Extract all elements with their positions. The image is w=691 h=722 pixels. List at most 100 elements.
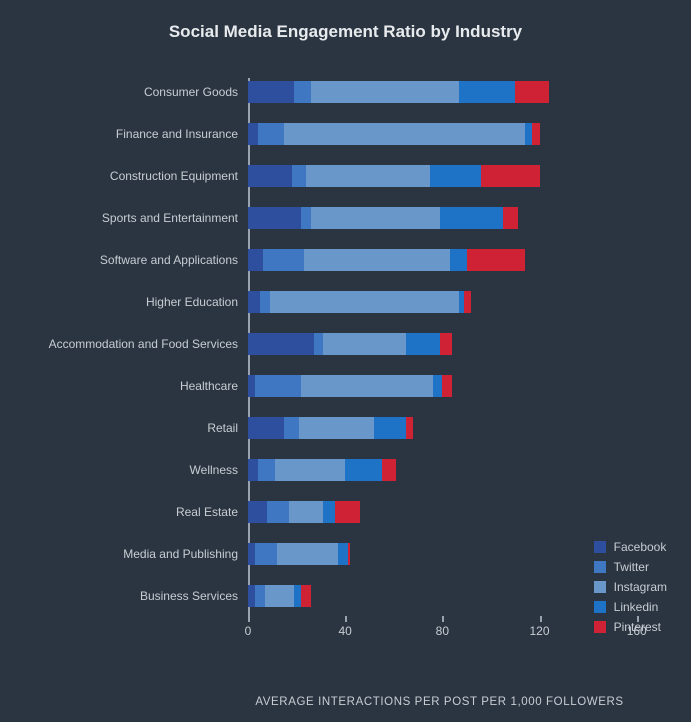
- bar-segment-twitter: [263, 249, 304, 271]
- category-label: Software and Applications: [30, 253, 248, 267]
- bar-segment-facebook: [248, 585, 255, 607]
- bar-segment-pinterest: [301, 585, 311, 607]
- chart-title: Social Media Engagement Ratio by Industr…: [30, 22, 661, 42]
- category-label: Real Estate: [30, 505, 248, 519]
- bar-track: [248, 459, 661, 481]
- category-label: Media and Publishing: [30, 547, 248, 561]
- bar-segment-pinterest: [442, 375, 452, 397]
- legend-swatch: [594, 561, 606, 573]
- bar-segment-pinterest: [503, 207, 518, 229]
- bar-segment-pinterest: [464, 291, 471, 313]
- bar-segment-facebook: [248, 291, 260, 313]
- bar-segment-facebook: [248, 501, 267, 523]
- legend-item-instagram: Instagram: [594, 580, 667, 594]
- bar-segment-twitter: [255, 543, 277, 565]
- bar-track: [248, 417, 661, 439]
- bar-segment-instagram: [306, 165, 430, 187]
- bar-segment-facebook: [248, 207, 301, 229]
- legend-label: Pinterest: [614, 620, 661, 634]
- bar-segment-facebook: [248, 543, 255, 565]
- legend-label: Linkedin: [614, 600, 659, 614]
- x-axis-title: AVERAGE INTERACTIONS PER POST PER 1,000 …: [218, 696, 661, 708]
- x-tick: [540, 616, 542, 622]
- bar-segment-facebook: [248, 123, 258, 145]
- bar-row: Finance and Insurance: [30, 120, 661, 148]
- bar-track: [248, 207, 661, 229]
- category-label: Sports and Entertainment: [30, 211, 248, 225]
- legend-label: Twitter: [614, 560, 649, 574]
- bar-segment-linkedin: [338, 543, 348, 565]
- bar-segment-instagram: [304, 249, 450, 271]
- category-label: Business Services: [30, 589, 248, 603]
- bar-segment-twitter: [258, 459, 275, 481]
- legend-swatch: [594, 601, 606, 613]
- bar-segment-twitter: [314, 333, 324, 355]
- bar-track: [248, 123, 661, 145]
- legend-item-pinterest: Pinterest: [594, 620, 667, 634]
- bar-track: [248, 165, 661, 187]
- bar-track: [248, 333, 661, 355]
- bar-segment-linkedin: [294, 585, 301, 607]
- bar-segment-facebook: [248, 417, 284, 439]
- chart-container: Social Media Engagement Ratio by Industr…: [0, 0, 691, 722]
- x-tick: [248, 616, 250, 622]
- bar-row: Media and Publishing: [30, 540, 661, 568]
- x-tick-label: 80: [436, 624, 449, 638]
- x-tick: [345, 616, 347, 622]
- bar-segment-pinterest: [532, 123, 539, 145]
- bar-row: Real Estate: [30, 498, 661, 526]
- legend-item-linkedin: Linkedin: [594, 600, 667, 614]
- bar-segment-twitter: [260, 291, 270, 313]
- x-tick: [442, 616, 444, 622]
- bar-segment-instagram: [323, 333, 406, 355]
- bar-segment-pinterest: [481, 165, 539, 187]
- bar-segment-facebook: [248, 249, 263, 271]
- legend-item-twitter: Twitter: [594, 560, 667, 574]
- bar-segment-pinterest: [515, 81, 549, 103]
- bar-segment-twitter: [267, 501, 289, 523]
- bar-row: Construction Equipment: [30, 162, 661, 190]
- legend-item-facebook: Facebook: [594, 540, 667, 554]
- bar-segment-linkedin: [406, 333, 440, 355]
- bar-segment-pinterest: [348, 543, 350, 565]
- bar-segment-facebook: [248, 375, 255, 397]
- bar-row: Retail: [30, 414, 661, 442]
- bar-segment-instagram: [301, 375, 432, 397]
- bar-segment-instagram: [270, 291, 459, 313]
- category-label: Higher Education: [30, 295, 248, 309]
- legend-swatch: [594, 541, 606, 553]
- bar-row: Accommodation and Food Services: [30, 330, 661, 358]
- bar-segment-linkedin: [430, 165, 481, 187]
- x-tick-label: 40: [338, 624, 351, 638]
- category-label: Consumer Goods: [30, 85, 248, 99]
- category-label: Healthcare: [30, 379, 248, 393]
- bar-segment-linkedin: [374, 417, 406, 439]
- bar-row: Sports and Entertainment: [30, 204, 661, 232]
- bar-row: Wellness: [30, 456, 661, 484]
- category-label: Accommodation and Food Services: [30, 337, 248, 351]
- bar-segment-pinterest: [382, 459, 397, 481]
- bar-segment-instagram: [299, 417, 374, 439]
- bar-segment-linkedin: [525, 123, 532, 145]
- bar-segment-twitter: [255, 585, 265, 607]
- bar-segment-pinterest: [406, 417, 413, 439]
- bar-track: [248, 249, 661, 271]
- bar-segment-pinterest: [335, 501, 359, 523]
- bar-segment-instagram: [284, 123, 525, 145]
- category-label: Construction Equipment: [30, 169, 248, 183]
- bar-segment-twitter: [255, 375, 301, 397]
- bar-segment-facebook: [248, 165, 292, 187]
- bar-segment-pinterest: [467, 249, 525, 271]
- bar-segment-twitter: [301, 207, 311, 229]
- bar-segment-linkedin: [345, 459, 381, 481]
- bar-track: [248, 81, 661, 103]
- bar-segment-linkedin: [323, 501, 335, 523]
- category-label: Retail: [30, 421, 248, 435]
- legend-label: Instagram: [614, 580, 667, 594]
- bar-row: Healthcare: [30, 372, 661, 400]
- bar-segment-pinterest: [440, 333, 452, 355]
- bar-segment-twitter: [258, 123, 285, 145]
- bar-segment-twitter: [294, 81, 311, 103]
- legend: Facebook Twitter Instagram Linkedin Pinteres…: [594, 540, 667, 634]
- bar-track: [248, 291, 661, 313]
